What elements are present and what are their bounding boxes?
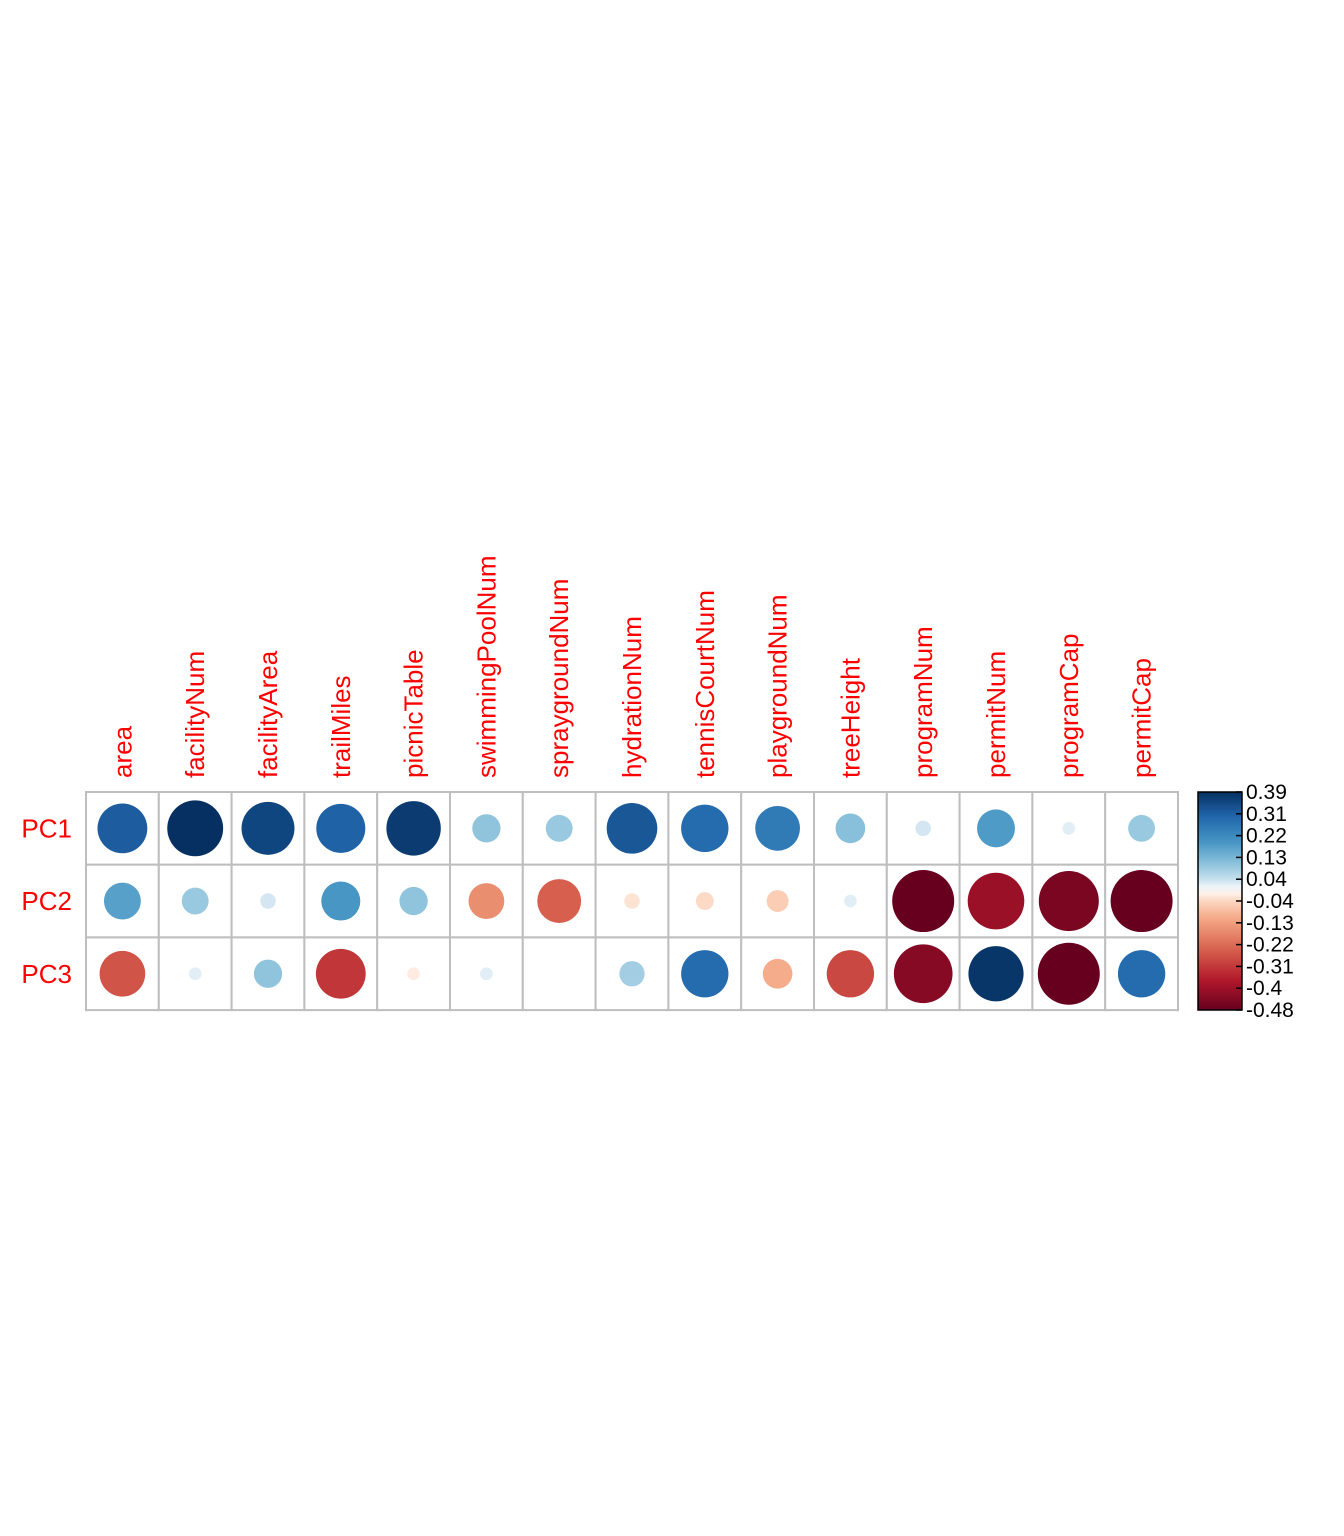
correlation-circle xyxy=(167,800,224,857)
correlation-circle xyxy=(695,892,714,910)
correlation-circle xyxy=(826,950,875,998)
correlation-circle xyxy=(386,801,441,856)
column-label: permitCap xyxy=(1127,658,1157,778)
correlation-circle xyxy=(321,881,361,921)
correlation-circle xyxy=(1062,822,1076,835)
correlation-circle xyxy=(103,882,141,920)
column-label: swimmingPoolNum xyxy=(471,556,501,779)
correlation-circle xyxy=(181,887,209,915)
column-label: playgroundNum xyxy=(763,594,793,778)
correlation-circle xyxy=(316,803,366,853)
color-tick-label: -0.4 xyxy=(1246,977,1283,1000)
column-label: programNum xyxy=(908,626,938,778)
column-label: treeHeight xyxy=(835,657,865,778)
correlation-circle xyxy=(188,967,202,981)
correlation-circle xyxy=(766,890,789,913)
correlation-circle xyxy=(1117,950,1166,998)
correlation-circle xyxy=(892,870,955,933)
correlation-circle xyxy=(97,803,148,854)
color-tick-label: -0.13 xyxy=(1246,912,1294,935)
color-tick-label: -0.22 xyxy=(1246,934,1294,957)
correlation-circle xyxy=(606,803,658,854)
correlation-circle xyxy=(681,950,729,998)
correlation-circle xyxy=(1110,870,1173,933)
correlation-circle xyxy=(315,948,366,999)
correlation-circle xyxy=(253,959,283,988)
column-label: permitNum xyxy=(981,651,1011,778)
color-tick-label: 0.04 xyxy=(1246,868,1287,891)
column-label: trailMiles xyxy=(326,675,356,778)
correlation-circle xyxy=(260,893,276,909)
correlation-circle xyxy=(1038,871,1099,932)
column-labels: area facilityNum facilityArea trailMiles pic… xyxy=(107,556,1156,779)
row-label: PC3 xyxy=(21,959,72,989)
color-tick-label: 0.31 xyxy=(1246,803,1287,826)
correlation-circle xyxy=(619,961,645,987)
correlation-circle xyxy=(915,820,931,837)
column-label: area xyxy=(107,725,137,778)
grid-cell xyxy=(1031,791,1107,866)
column-label: hydrationNum xyxy=(617,616,647,778)
correlation-circle xyxy=(835,813,866,844)
row-labels: PC1 PC2 PC3 xyxy=(21,813,72,988)
correlation-circle xyxy=(1037,942,1100,1005)
correlation-circle xyxy=(545,814,573,842)
color-tick-label: -0.48 xyxy=(1246,999,1294,1022)
row-label: PC1 xyxy=(21,813,72,843)
correlation-circle xyxy=(977,809,1015,848)
correlation-circle xyxy=(480,967,493,981)
correlation-circle xyxy=(99,950,146,997)
correlation-circle xyxy=(472,814,501,843)
column-label: facilityNum xyxy=(180,651,210,778)
correlation-circle xyxy=(681,804,729,853)
correlation-circle xyxy=(468,883,505,919)
column-label: facilityArea xyxy=(253,650,283,778)
correlation-circle xyxy=(1128,814,1156,842)
color-tick-label: 0.39 xyxy=(1246,781,1287,804)
row-label: PC2 xyxy=(21,886,72,916)
column-label: spraygroundNum xyxy=(544,579,574,778)
column-label: programCap xyxy=(1054,633,1084,778)
correlation-circle xyxy=(844,894,857,908)
color-tick-label: -0.31 xyxy=(1246,955,1294,978)
correlation-circle xyxy=(399,886,428,916)
color-tick-label: 0.13 xyxy=(1246,846,1287,869)
correlation-circle xyxy=(967,872,1025,930)
correlation-circle xyxy=(762,958,793,989)
grid-cell xyxy=(521,936,597,1012)
column-label: tennisCourtNum xyxy=(690,590,720,778)
correlation-circle xyxy=(968,946,1024,1002)
correlation-circle xyxy=(241,801,295,855)
color-bar xyxy=(1197,791,1243,1011)
grid-cell xyxy=(521,863,597,939)
column-label: picnicTable xyxy=(399,649,429,778)
matrix-cells xyxy=(85,791,1179,1012)
correlation-circle xyxy=(407,967,420,981)
correlation-circle xyxy=(893,944,953,1004)
color-legend: 0.390.310.220.130.04-0.04-0.13-0.22-0.31… xyxy=(1197,781,1294,1022)
correlation-circle xyxy=(624,893,640,909)
color-tick-label: -0.04 xyxy=(1246,890,1294,913)
color-tick-label: 0.22 xyxy=(1246,825,1287,848)
correlation-circle xyxy=(755,805,800,851)
correlation-circle xyxy=(537,879,582,923)
